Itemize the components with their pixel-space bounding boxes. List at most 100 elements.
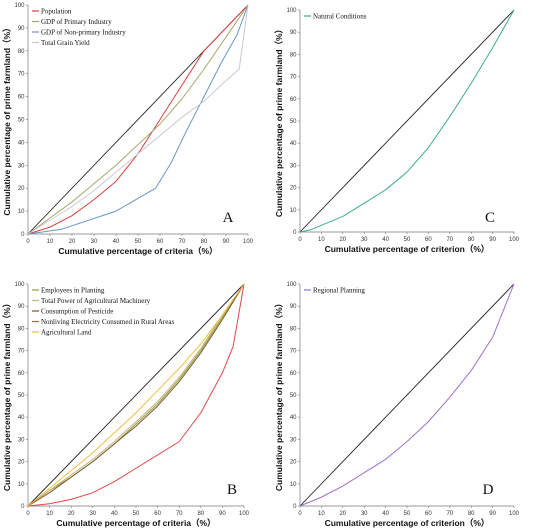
y-tick-label: 50 <box>290 393 297 399</box>
x-tick-label: 30 <box>89 511 96 517</box>
x-tick-label: 0 <box>26 511 30 517</box>
legend-entry: Agricultural Land <box>41 328 92 336</box>
x-tick-label: 90 <box>219 511 226 517</box>
y-tick-label: 40 <box>18 140 25 146</box>
x-tick-label: 80 <box>197 511 204 517</box>
series-line-2 <box>27 4 249 235</box>
y-tick-label: 40 <box>290 141 297 147</box>
legend-entry: Regional Planning <box>313 286 365 294</box>
x-tick-label: 20 <box>339 511 346 517</box>
x-tick-label: 0 <box>298 237 302 243</box>
y-tick-label: 100 <box>286 8 297 14</box>
legend: Natural Conditions <box>304 12 367 20</box>
x-tick-label: 0 <box>26 239 30 245</box>
y-tick-label: 50 <box>290 119 297 125</box>
x-tick-label: 60 <box>425 511 432 517</box>
y-tick-label: 10 <box>290 208 297 214</box>
x-tick-label: 80 <box>468 511 475 517</box>
x-tick-label: 90 <box>223 239 230 245</box>
series-line-1 <box>299 283 515 507</box>
panel-c: 0 10 20 30 40 50 60 70 80 90 100 0 10 20 30 40 50 60 70 80 9… <box>274 8 520 254</box>
x-tick-label: 10 <box>318 511 325 517</box>
legend: Population GDP of Primary Industry GDP of … <box>32 7 126 47</box>
y-tick-label: 90 <box>290 304 297 310</box>
equality-line <box>299 9 515 233</box>
y-tick-label: 10 <box>18 209 25 215</box>
y-tick-label: 20 <box>290 186 297 192</box>
legend-entry: GDP of Primary Industry <box>41 18 112 26</box>
x-tick-label: 50 <box>404 237 411 243</box>
x-tick-label: 100 <box>509 237 520 243</box>
y-tick-label: 90 <box>290 30 297 36</box>
y-tick-label: 20 <box>18 186 25 192</box>
y-tick-label: 70 <box>290 75 297 81</box>
y-axis-label: Cumulative percentage of prime farmland（… <box>2 299 12 491</box>
x-tick-label: 50 <box>133 511 140 517</box>
y-tick-label: 80 <box>290 326 297 332</box>
x-tick-label: 10 <box>318 237 325 243</box>
series-line-2 <box>27 283 245 507</box>
y-tick-label: 20 <box>290 460 297 466</box>
y-axis-label: Cumulative percentage of prime farmland（… <box>2 23 12 215</box>
x-tick-label: 30 <box>361 237 368 243</box>
legend-entry: Employees in Planting <box>41 286 105 294</box>
x-tick-label: 10 <box>46 511 53 517</box>
y-tick-label: 90 <box>18 26 25 32</box>
x-tick-label: 30 <box>91 239 98 245</box>
y-tick-label: 60 <box>290 371 297 377</box>
panel-letter: C <box>485 210 495 226</box>
x-tick-label: 30 <box>361 511 368 517</box>
series-line-4 <box>27 283 245 507</box>
y-tick-label: 40 <box>290 415 297 421</box>
x-tick-label: 80 <box>201 239 208 245</box>
series-line-1 <box>299 9 515 233</box>
y-tick-label: 50 <box>18 118 25 124</box>
legend-entry: Total Power of Agricultural Machinery <box>41 297 151 305</box>
y-tick-label: 70 <box>18 349 25 355</box>
panel-letter: A <box>223 210 234 226</box>
x-tick-label: 20 <box>69 239 76 245</box>
legend-entry: Consumption of Pesticide <box>41 307 113 315</box>
series-line-4 <box>27 4 249 235</box>
panel-letter: D <box>483 482 494 498</box>
x-tick-label: 60 <box>154 511 161 517</box>
y-tick-label: 30 <box>18 163 25 169</box>
legend: Employees in Planting Total Power of Agri… <box>32 286 174 336</box>
y-tick-label: 80 <box>18 49 25 55</box>
x-tick-label: 70 <box>176 511 183 517</box>
y-tick-label: 40 <box>18 415 25 421</box>
y-tick-label: 30 <box>290 163 297 169</box>
x-tick-label: 60 <box>425 237 432 243</box>
y-tick-label: 60 <box>18 95 25 101</box>
panel-letter: B <box>227 482 237 498</box>
y-tick-label: 30 <box>18 437 25 443</box>
y-tick-label: 60 <box>18 371 25 377</box>
series-line-3 <box>27 283 245 507</box>
y-tick-label: 70 <box>290 349 297 355</box>
x-tick-label: 40 <box>382 511 389 517</box>
legend: Regional Planning <box>304 286 365 294</box>
y-tick-label: 50 <box>18 393 25 399</box>
y-tick-label: 90 <box>18 304 25 310</box>
panel-b: 0 10 20 30 40 50 60 70 80 90 100 0 10 20 30 40 50 60 70 80 9… <box>2 282 250 528</box>
x-tick-label: 20 <box>68 511 75 517</box>
x-axis-label: Cumulative percentage of criterion（%） <box>325 244 490 254</box>
y-tick-label: 80 <box>290 52 297 58</box>
y-tick-label: 100 <box>286 282 297 288</box>
x-tick-label: 50 <box>404 511 411 517</box>
x-tick-label: 100 <box>243 239 254 245</box>
x-tick-label: 10 <box>47 239 54 245</box>
x-tick-label: 70 <box>446 511 453 517</box>
y-tick-label: 0 <box>293 504 297 510</box>
y-tick-label: 0 <box>21 504 25 510</box>
equality-line <box>299 283 515 507</box>
equality-line <box>27 283 245 507</box>
series-line-5 <box>27 283 245 507</box>
y-tick-label: 0 <box>293 230 297 236</box>
y-tick-label: 80 <box>18 326 25 332</box>
x-tick-label: 0 <box>298 511 302 517</box>
x-tick-label: 20 <box>339 237 346 243</box>
panel-a: 0 10 20 30 40 50 60 70 80 90 100 0 10 20 30 40 50 60 70 80 9… <box>2 3 254 256</box>
series-line-3 <box>27 4 249 235</box>
